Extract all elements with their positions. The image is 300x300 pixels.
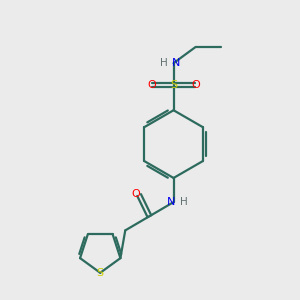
Text: S: S [97,268,104,278]
Text: S: S [170,80,177,90]
Text: O: O [191,80,200,90]
Text: O: O [132,189,140,199]
Text: H: H [160,58,168,68]
Text: N: N [167,197,175,207]
Text: O: O [147,80,156,90]
Text: N: N [172,58,181,68]
Text: H: H [180,197,188,207]
